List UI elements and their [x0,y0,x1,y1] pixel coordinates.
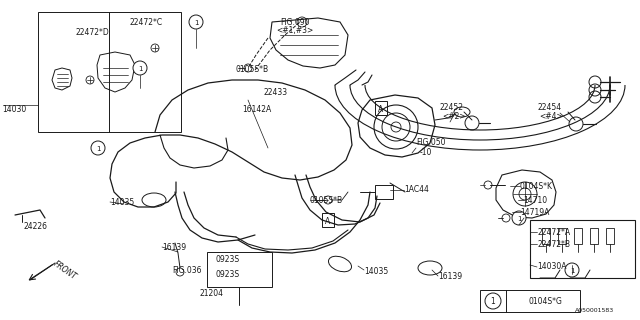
Text: 14030A: 14030A [537,262,566,271]
Text: 14719A: 14719A [520,208,549,217]
Text: 1: 1 [138,66,142,72]
Text: 14035: 14035 [110,198,134,207]
Text: 24226: 24226 [24,222,48,231]
Bar [530,220,635,278]
Text: 16139: 16139 [438,272,462,281]
Bar [38,12,181,132]
Text: A: A [378,105,383,114]
Text: 21204: 21204 [200,289,224,298]
Bar [480,290,580,312]
Text: -10: -10 [420,148,433,157]
Text: 22452: 22452 [440,103,464,112]
Text: 22472*C: 22472*C [130,18,163,27]
Bar [542,228,550,244]
Text: 1: 1 [570,268,574,274]
Circle shape [189,15,203,29]
Text: 16142A: 16142A [242,105,271,114]
Text: 1: 1 [194,20,198,26]
Bar [375,185,393,199]
Text: 22433: 22433 [264,88,288,97]
Bar [590,228,598,244]
Circle shape [485,293,501,309]
Text: A: A [325,217,331,226]
Text: 22472*B: 22472*B [537,240,570,249]
Text: 22454: 22454 [537,103,561,112]
Bar [375,101,387,115]
Text: A050001583: A050001583 [575,308,614,313]
Text: 14035: 14035 [364,267,388,276]
Text: FIG.050: FIG.050 [416,138,445,147]
Circle shape [133,61,147,75]
Circle shape [91,141,105,155]
Text: 0105S*B: 0105S*B [236,65,269,74]
Text: 16139: 16139 [162,243,186,252]
Text: 1: 1 [516,216,521,222]
Text: 14030: 14030 [2,105,26,114]
Text: 14710: 14710 [523,196,547,205]
Text: FIG.090: FIG.090 [280,18,310,27]
Text: 22472*D: 22472*D [75,28,109,37]
Text: <#2>: <#2> [442,112,466,121]
Text: 0105S*B: 0105S*B [310,196,343,205]
Bar [606,228,614,244]
Text: FRONT: FRONT [52,259,79,281]
Circle shape [565,263,579,277]
Text: 0923S: 0923S [215,270,239,279]
Text: 22472*A: 22472*A [537,228,570,237]
Text: 0104S*K: 0104S*K [520,182,553,191]
Bar [574,228,582,244]
Text: 1: 1 [96,146,100,152]
Text: 0923S: 0923S [215,255,239,264]
Text: 1: 1 [491,298,495,307]
Text: <#4>: <#4> [539,112,563,121]
Text: <#1,#3>: <#1,#3> [276,26,314,35]
Bar [322,213,334,227]
Bar [207,252,272,287]
Bar [558,228,566,244]
Text: 0104S*G: 0104S*G [528,298,562,307]
Text: FIG.036: FIG.036 [172,266,202,275]
Text: 1AC44: 1AC44 [404,185,429,194]
Circle shape [512,211,526,225]
